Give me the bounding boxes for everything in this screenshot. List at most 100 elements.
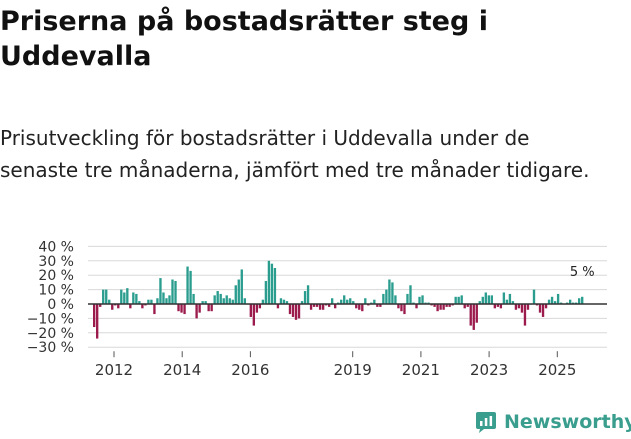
bar [373, 299, 376, 304]
bar [376, 304, 379, 307]
bar [96, 304, 99, 339]
bar [111, 304, 114, 310]
bar [547, 299, 551, 304]
newsworthy-logo[interactable]: Newsworthy [474, 407, 631, 437]
bar [406, 293, 409, 304]
bar [177, 304, 180, 312]
bar [186, 266, 189, 304]
bar [309, 304, 313, 310]
bar [364, 298, 367, 304]
bar [198, 304, 201, 313]
bar [505, 299, 509, 304]
bar [454, 296, 457, 304]
bar [225, 295, 228, 304]
bar [279, 298, 283, 304]
bar [147, 299, 150, 304]
x-tick-label: 2021 [402, 361, 440, 379]
bar [334, 304, 337, 309]
bar [93, 304, 96, 328]
x-axis-ticks: 2012 2014 2016 2019 2021 2023 2025 [95, 351, 576, 379]
bar [228, 298, 231, 304]
bar [433, 304, 436, 307]
bar [330, 298, 334, 304]
bar [511, 301, 515, 304]
bar [195, 304, 198, 319]
bar [240, 269, 243, 304]
bar [541, 304, 545, 317]
bar [285, 301, 289, 304]
bar [550, 296, 554, 304]
bar [174, 280, 177, 304]
bar [276, 304, 280, 309]
bar [201, 301, 204, 304]
y-tick-label: 30 % [38, 254, 74, 270]
bar [578, 298, 581, 304]
bar [297, 304, 301, 319]
brand-name: Newsworthy [504, 411, 631, 433]
bar [222, 298, 225, 304]
bar [234, 285, 237, 304]
bar [340, 299, 343, 304]
bar [129, 304, 132, 309]
y-tick-label: 40 % [38, 239, 74, 255]
bar [490, 295, 493, 304]
bar [207, 304, 210, 312]
bar-chart: 40 %30 %20 %10 %0 %−10 %−20 %−30 % 2012 2… [27, 239, 607, 379]
bar [183, 304, 186, 315]
x-tick-label: 2019 [334, 361, 372, 379]
bar [487, 295, 490, 304]
bar [312, 304, 316, 307]
bar [291, 304, 295, 317]
bar [358, 304, 361, 310]
bar [165, 298, 168, 304]
bar [355, 304, 358, 309]
y-tick-label: −20 % [27, 326, 74, 342]
bar [409, 285, 412, 304]
bar [150, 299, 153, 304]
bar [346, 299, 349, 304]
x-tick-label: 2025 [538, 361, 576, 379]
x-tick-label: 2012 [95, 361, 133, 379]
bar [496, 304, 500, 307]
bar [481, 296, 484, 304]
bar [460, 295, 463, 304]
bar [391, 282, 394, 304]
bar [343, 295, 346, 304]
bar [493, 304, 497, 309]
bar [261, 299, 265, 304]
newsworthy-icon [476, 412, 496, 433]
bar [102, 289, 105, 304]
bar [141, 304, 144, 309]
bar [418, 296, 421, 304]
bar [472, 304, 475, 330]
bar [249, 304, 252, 317]
bar [237, 279, 240, 304]
bar [532, 289, 536, 304]
bar [123, 292, 126, 304]
bar [349, 298, 352, 304]
bar [153, 304, 156, 315]
bar [216, 291, 219, 304]
x-tick-label: 2014 [163, 361, 201, 379]
bar [508, 293, 512, 304]
bars [93, 260, 584, 339]
bar [475, 304, 478, 323]
y-tick-label: 10 % [38, 283, 74, 299]
bar [273, 268, 277, 304]
bar [267, 260, 271, 304]
bar [117, 304, 120, 309]
bar [321, 304, 325, 310]
bar [361, 304, 364, 312]
bar [538, 304, 542, 313]
bar [138, 301, 141, 304]
y-tick-label: 0 % [47, 297, 74, 313]
bar [463, 304, 466, 309]
bar [255, 304, 259, 313]
bar [99, 304, 102, 307]
bar [478, 301, 481, 304]
bar [382, 293, 385, 304]
bar [439, 304, 442, 310]
bar [270, 263, 274, 304]
bar [466, 304, 469, 307]
bar [388, 279, 391, 304]
